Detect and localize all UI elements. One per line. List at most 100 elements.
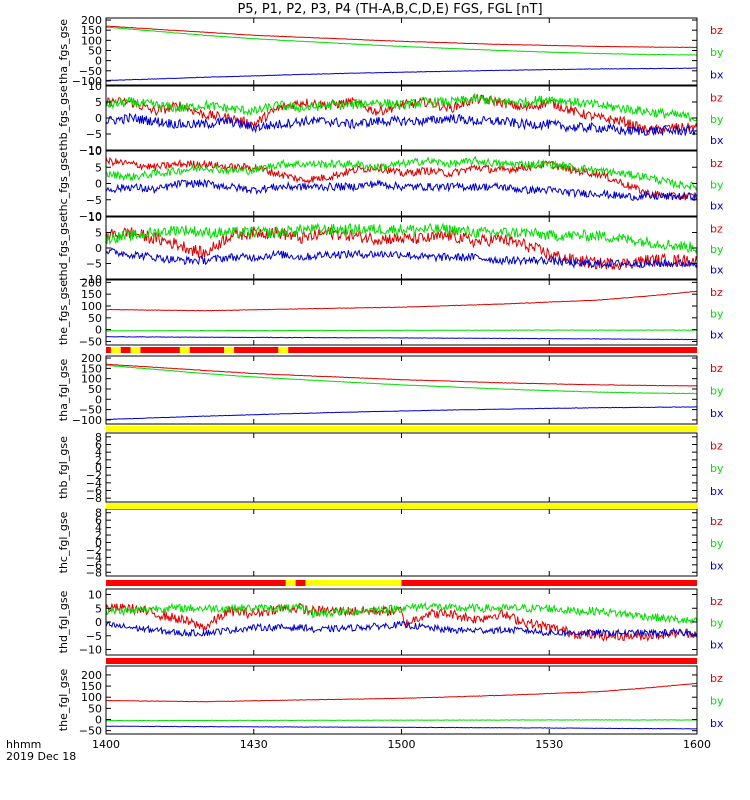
component-label-bz: bz xyxy=(710,157,723,170)
component-label-bx: bx xyxy=(710,407,724,420)
mode-bar-segment-yellow xyxy=(278,347,289,353)
y-tick-label: 150 xyxy=(81,362,102,375)
mode-bar-segment-yellow xyxy=(106,503,697,509)
x-tick-label: 1500 xyxy=(388,738,416,751)
y-tick-label: −6 xyxy=(86,559,102,572)
mode-bar-segment-yellow xyxy=(130,347,141,353)
y-tick-label: −4 xyxy=(86,477,102,490)
y-tick-label: 50 xyxy=(88,383,102,396)
y-tick-label: −2 xyxy=(86,469,102,482)
x-tick-label: 1430 xyxy=(240,738,268,751)
y-axis-label: thd_fgl_gse xyxy=(57,590,70,653)
y-tick-label: 10 xyxy=(88,211,102,224)
series-line-by xyxy=(106,155,697,192)
mode-bar xyxy=(106,426,697,432)
component-label-by: by xyxy=(710,178,724,191)
mode-bar-segment-red xyxy=(106,347,111,353)
mode-bar-segment-red xyxy=(140,347,180,353)
series-line-bx xyxy=(106,247,697,269)
mode-bar-segment-yellow xyxy=(305,580,402,586)
panel-frame xyxy=(105,432,698,503)
y-axis-label: thc_fgs_gse xyxy=(57,151,70,216)
component-label-bx: bx xyxy=(710,717,724,730)
series-line-bx xyxy=(106,406,697,421)
panel-thb_fgs_gse: −10 −5 0 5 10 thb_fgs_gse bz by bx xyxy=(57,80,724,157)
mode-bars-group xyxy=(106,347,697,664)
y-tick-label: 5 xyxy=(95,96,102,109)
y-tick-label: 0 xyxy=(95,462,102,475)
component-label-by: by xyxy=(710,113,724,126)
y-tick-label: 50 xyxy=(88,44,102,57)
y-tick-label: 200 xyxy=(81,669,102,682)
y-tick-label: 6 xyxy=(95,514,102,527)
y-tick-label: 200 xyxy=(81,352,102,365)
component-label-bz: bz xyxy=(710,362,723,375)
component-label-bx: bx xyxy=(710,638,724,651)
series-line-by xyxy=(106,222,697,255)
mode-bar-segment-red xyxy=(401,580,697,586)
x-tick-label: 1400 xyxy=(92,738,120,751)
x-axis-label-date: 2019 Dec 18 xyxy=(6,750,76,763)
y-axis-label: the_fgs_gse xyxy=(57,280,70,345)
component-label-by: by xyxy=(710,462,724,475)
component-label-bx: bx xyxy=(710,134,724,147)
figure-title: P5, P1, P2, P3, P4 (TH-A,B,C,D,E) FGS, F… xyxy=(237,2,542,17)
series-line-by xyxy=(106,329,697,332)
y-tick-label: 150 xyxy=(81,680,102,693)
mode-bar-segment-red xyxy=(106,580,286,586)
panel-frame xyxy=(105,665,698,735)
y-tick-label: 0 xyxy=(95,714,102,727)
component-label-bx: bx xyxy=(710,200,724,213)
y-axis-label: thd_fgs_gse xyxy=(57,215,70,281)
y-tick-label: −100 xyxy=(72,414,102,427)
x-tick-label: 1530 xyxy=(535,738,563,751)
y-tick-label: −10 xyxy=(79,210,102,223)
component-label-bz: bz xyxy=(710,92,723,105)
component-label-bx: bx xyxy=(710,485,724,498)
series-line-by xyxy=(106,92,697,122)
y-tick-label: 200 xyxy=(81,14,102,27)
mode-bar-segment-yellow xyxy=(285,580,296,586)
y-tick-label: 5 xyxy=(95,602,102,615)
series-line-bz xyxy=(106,363,697,387)
mode-bar-segment-yellow xyxy=(106,426,697,432)
y-tick-label: 4 xyxy=(95,522,102,535)
y-tick-label: −50 xyxy=(79,725,102,738)
y-tick-label: 8 xyxy=(95,431,102,444)
y-tick-label: 150 xyxy=(81,24,102,37)
component-label-by: by xyxy=(710,695,724,708)
component-label-by: by xyxy=(710,617,724,630)
y-tick-label: 0 xyxy=(95,242,102,255)
y-tick-label: 0 xyxy=(95,178,102,191)
mode-bar-segment-yellow xyxy=(110,347,121,353)
component-label-bz: bz xyxy=(710,515,723,528)
mode-bar xyxy=(106,580,697,586)
y-axis-label: tha_fgs_gse xyxy=(57,19,70,84)
mode-bar-segment-red xyxy=(295,580,306,586)
y-tick-label: 2 xyxy=(95,529,102,542)
y-tick-label: −50 xyxy=(79,65,102,78)
y-tick-label: −8 xyxy=(86,492,102,505)
series-line-bz xyxy=(106,290,697,312)
y-tick-label: 100 xyxy=(81,691,102,704)
y-tick-label: 0 xyxy=(95,537,102,550)
series-line-by xyxy=(106,364,697,395)
panel-thd_fgs_gse: −10 −5 0 5 10 thd_fgs_gse bz by bx xyxy=(57,211,724,286)
mode-bar xyxy=(106,658,697,664)
component-label-bz: bz xyxy=(710,439,723,452)
y-tick-label: −2 xyxy=(86,544,102,557)
y-tick-label: −5 xyxy=(86,194,102,207)
y-tick-label: 50 xyxy=(88,312,102,325)
series-line-bz xyxy=(106,682,697,703)
component-label-by: by xyxy=(710,46,724,59)
component-label-by: by xyxy=(710,385,724,398)
series-line-by xyxy=(106,601,697,626)
component-label-bz: bz xyxy=(710,672,723,685)
mode-bar-segment-red xyxy=(189,347,225,353)
component-label-bz: bz xyxy=(710,24,723,37)
